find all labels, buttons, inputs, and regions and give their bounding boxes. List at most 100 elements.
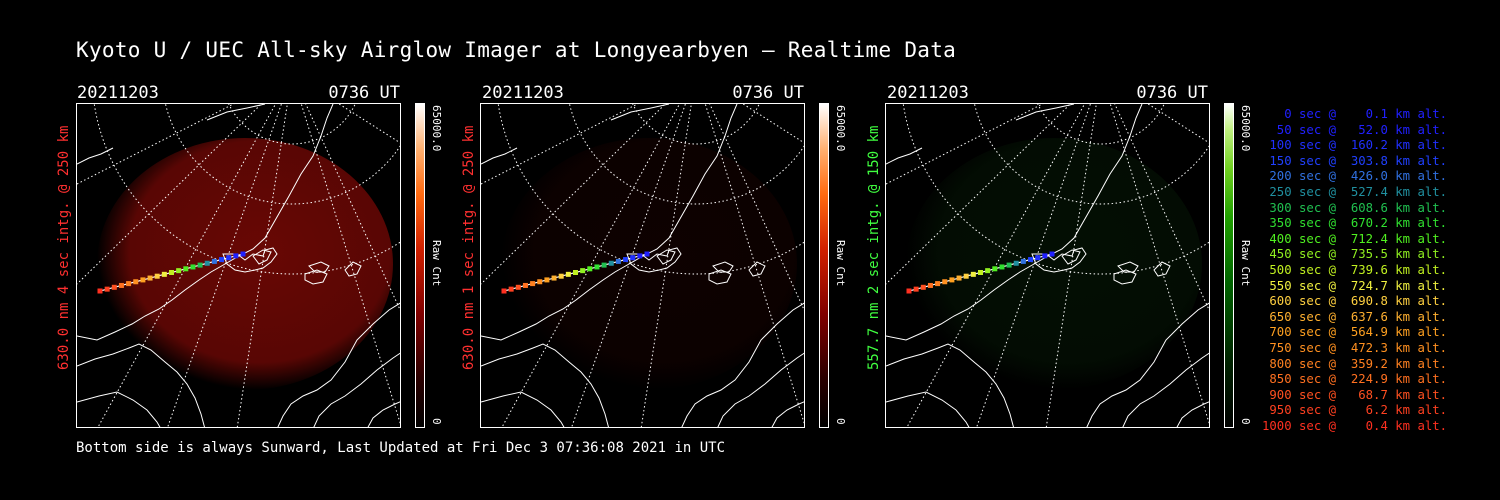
legend-row: 900 sec @ 68.7 km alt. (1262, 387, 1448, 402)
panel-2-date: 20211203 (482, 83, 564, 103)
trajectory-marker (920, 284, 926, 290)
trajectory-marker (978, 270, 983, 275)
panel-2-colorbar (819, 103, 829, 428)
trajectory-marker (1042, 253, 1048, 259)
coastline (610, 104, 670, 121)
legend-row: 750 sec @ 472.3 km alt. (1262, 340, 1448, 355)
island-outline (1153, 261, 1171, 277)
trajectory-marker (935, 281, 941, 287)
island-outline (1113, 269, 1137, 285)
coastline (481, 104, 738, 341)
trajectory-marker (594, 264, 600, 270)
trajectory-marker (508, 286, 514, 292)
trajectory-marker (219, 257, 225, 263)
trajectory-marker (551, 275, 557, 281)
trajectory-marker (111, 284, 117, 290)
coastline (1015, 104, 1075, 121)
trajectory-marker (537, 279, 543, 285)
trajectory-marker (623, 257, 629, 263)
trajectory-marker (176, 268, 182, 274)
legend-row: 650 sec @ 637.6 km alt. (1262, 309, 1448, 324)
coastline (206, 104, 266, 121)
legend-row: 300 sec @ 608.6 km alt. (1262, 200, 1448, 215)
longitude-line (1147, 104, 1209, 144)
trajectory-marker (169, 270, 174, 275)
island-outline (308, 261, 330, 273)
coastline (77, 343, 205, 427)
longitude-line (305, 104, 400, 311)
panel-1-scale-min: 0 (430, 418, 443, 425)
panel-1-colorbar (415, 103, 425, 428)
trajectory-marker (140, 277, 146, 283)
panel-3-scale-max: 65000.0 (1239, 105, 1252, 152)
panel-3-time: 0736 UT (1136, 83, 1208, 103)
coastline (481, 343, 609, 427)
island-outline (304, 269, 328, 285)
panel-1-date: 20211203 (77, 83, 159, 103)
legend-row: 700 sec @ 564.9 km alt. (1262, 325, 1448, 340)
trajectory-legend: 0 sec @ 0.1 km alt. 50 sec @ 52.0 km alt… (1262, 107, 1448, 434)
trajectory-marker (154, 273, 160, 279)
trajectory-marker (226, 255, 232, 261)
latitude-circle (974, 104, 1209, 205)
trajectory-marker (190, 264, 196, 270)
island-outline (748, 261, 766, 277)
coastline (886, 147, 923, 165)
legend-row: 250 sec @ 527.4 km alt. (1262, 184, 1448, 199)
coastline (481, 391, 565, 427)
coastline (77, 147, 114, 165)
trajectory-marker (1028, 257, 1034, 263)
trajectory-marker (233, 253, 239, 259)
airglow-disc (906, 138, 1202, 390)
trajectory-marker (1020, 258, 1026, 264)
trajectory-marker (992, 266, 998, 272)
coastline (77, 104, 334, 341)
panel-3-scale-unit: Raw Cnt (1239, 240, 1252, 287)
panel-2-image (480, 103, 805, 428)
coastline (886, 104, 1143, 341)
latitude-circle (569, 104, 804, 205)
island-outline (708, 269, 732, 285)
coastline (367, 401, 400, 427)
latitude-circle (228, 104, 356, 145)
trajectory-marker (601, 262, 607, 268)
panel-2-ylabel: 630.0 nm 1 sec intg. @ 250 km (461, 125, 477, 370)
legend-row: 950 sec @ 6.2 km alt. (1262, 403, 1448, 418)
legend-row: 400 sec @ 712.4 km alt. (1262, 231, 1448, 246)
panel-3-image (885, 103, 1210, 428)
trajectory-marker (1013, 260, 1019, 266)
trajectory-marker (985, 268, 991, 274)
trajectory-marker (211, 258, 217, 264)
trajectory-marker (1049, 251, 1055, 257)
trajectory-marker (580, 268, 586, 274)
coastline (1176, 401, 1209, 427)
trajectory-marker (522, 282, 528, 288)
longitude-line (77, 104, 235, 185)
coastline (681, 302, 804, 427)
island-outline (1061, 249, 1081, 265)
island-outline (252, 249, 272, 265)
panel-3-colorbar (1224, 103, 1234, 428)
trajectory-marker (1006, 262, 1012, 268)
longitude-line (886, 104, 1044, 185)
trajectory-marker (630, 255, 636, 261)
trajectory-marker (161, 271, 167, 277)
latitude-circle (1037, 104, 1165, 145)
panel-3-date: 20211203 (887, 83, 969, 103)
page-title: Kyoto U / UEC All-sky Airglow Imager at … (76, 38, 957, 62)
trajectory-marker (587, 266, 593, 272)
coastline (771, 401, 804, 427)
coastline (717, 352, 804, 427)
trajectory-marker (949, 277, 955, 283)
trajectory-marker (565, 271, 571, 277)
longitude-line (742, 104, 804, 144)
trajectory-marker (963, 273, 969, 279)
legend-row: 350 sec @ 670.2 km alt. (1262, 216, 1448, 231)
panel-3-ylabel: 557.7 nm 2 sec intg. @ 150 km (866, 125, 882, 370)
panel-1-scale-unit: Raw Cnt (430, 240, 443, 287)
legend-row: 0 sec @ 0.1 km alt. (1262, 107, 1448, 121)
trajectory-marker (970, 271, 976, 277)
legend-row: 450 sec @ 735.5 km alt. (1262, 247, 1448, 262)
longitude-line (481, 104, 639, 185)
trajectory-marker (515, 284, 521, 290)
